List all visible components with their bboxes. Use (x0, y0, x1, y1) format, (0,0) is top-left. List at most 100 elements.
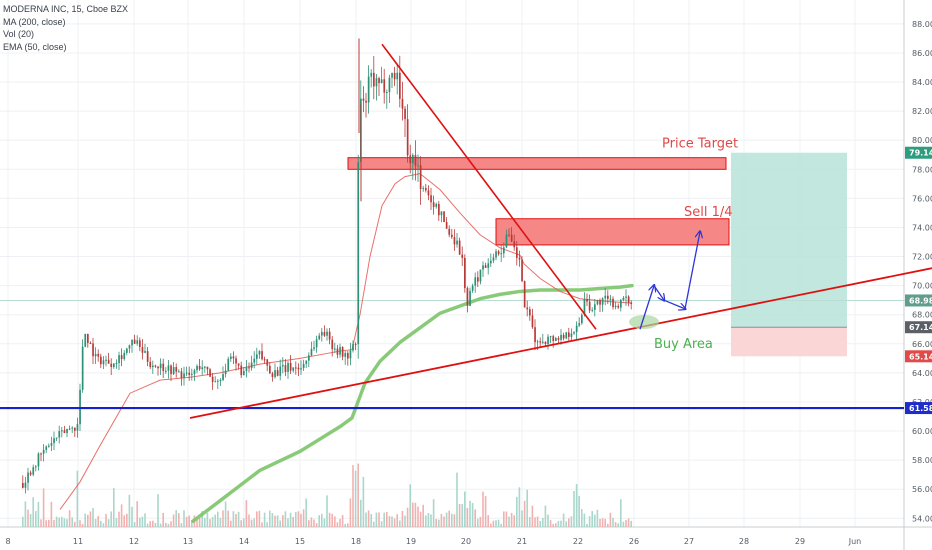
candle-body (497, 251, 500, 255)
volume-bar (139, 517, 141, 527)
legend-vol[interactable]: Vol (20) (3, 29, 35, 39)
volume-bar (474, 509, 476, 527)
volume-bar (102, 523, 105, 527)
candle-body (331, 339, 334, 350)
candle-body (516, 247, 518, 258)
volume-bar (188, 515, 190, 527)
volume-bar (362, 476, 365, 527)
projection-arrow (663, 299, 685, 309)
y-tick-label: 88.00 (912, 20, 932, 29)
candle-body (393, 72, 396, 80)
volume-bar (599, 518, 601, 527)
candle-body (230, 356, 232, 359)
volume-bar (206, 512, 209, 527)
volume-bar (497, 519, 500, 527)
candle-body (302, 363, 305, 369)
volume-bar (583, 513, 586, 527)
candle-body (544, 341, 547, 344)
candle-body (300, 368, 302, 370)
candle-body (89, 343, 92, 345)
volume-bar (92, 508, 94, 527)
candle-body (609, 298, 612, 300)
volume-bar (29, 514, 32, 527)
trade-zones (0, 152, 932, 357)
candle-body (175, 367, 178, 372)
volume-bar (123, 515, 125, 527)
volume-bar (248, 514, 250, 527)
legend-ma[interactable]: MA (200, close) (3, 16, 66, 27)
candle-body (305, 360, 308, 364)
candle-body (35, 466, 37, 468)
price-badge (905, 402, 932, 415)
volume-bar (484, 496, 487, 527)
volume-bar (222, 510, 224, 527)
volume-bar (162, 512, 164, 527)
legend-ema[interactable]: EMA (50, close) (3, 41, 67, 52)
candle-body (383, 79, 386, 93)
candle-body (427, 190, 430, 196)
volume-bar (68, 510, 71, 527)
volume-bar (409, 484, 411, 527)
candle-body (232, 356, 235, 359)
candle-body (479, 269, 482, 282)
y-tick-label: 78.00 (912, 165, 932, 174)
candle-body (42, 449, 45, 454)
trend-drawings (0, 43, 932, 419)
volume-bar (32, 497, 34, 527)
candle-body (248, 367, 250, 369)
volume-bar (191, 520, 193, 527)
text-annotations: Price Target Sell 1/4 Buy Area (654, 136, 738, 352)
candle-body (113, 363, 115, 368)
candle-body (404, 108, 406, 120)
candle-body (71, 427, 74, 429)
volume-bar (318, 515, 320, 527)
volume-bar (279, 520, 281, 527)
candle-body (614, 305, 617, 308)
volume-bar (445, 512, 448, 527)
candle-body (217, 380, 219, 382)
x-tick-label: 26 (629, 537, 639, 546)
candle-body (185, 372, 188, 374)
candle-body (81, 346, 84, 390)
volume-bar (386, 511, 388, 527)
candle-body (79, 389, 81, 425)
volume-bar (240, 520, 242, 527)
volume-bar (266, 522, 268, 527)
candle-body (575, 325, 578, 333)
price-badge (905, 321, 932, 334)
candle-body (503, 247, 505, 254)
volume-bar (432, 499, 435, 527)
y-tick-label: 86.00 (912, 49, 932, 58)
candle-body (76, 424, 79, 431)
candle-body (321, 332, 323, 336)
volume-bar (596, 509, 599, 527)
volume-bar (302, 509, 305, 527)
volume-bar (274, 515, 276, 527)
price-badge-label: 68.98 (909, 296, 932, 305)
volume-bar (391, 516, 393, 527)
y-tick-label: 68.00 (912, 311, 932, 320)
volume-bar (185, 516, 188, 527)
volume-bar (196, 519, 198, 527)
volume-bar (466, 508, 469, 527)
volume-bar (149, 521, 151, 527)
volume-bar (630, 520, 632, 527)
candle-body (630, 302, 633, 305)
candle-body (126, 348, 128, 353)
candle-body (388, 77, 391, 92)
volume-bar (422, 504, 424, 527)
candle-body (74, 427, 76, 431)
volume-bar (349, 498, 352, 527)
candle-body (380, 79, 383, 84)
candle-body (375, 78, 378, 87)
candle-body (63, 430, 66, 433)
candle-body (279, 366, 282, 376)
candle-body (211, 376, 214, 382)
volume-bar (453, 514, 456, 527)
candle-body (594, 304, 596, 310)
annotation-sell: Sell 1/4 (684, 205, 733, 220)
candle-body (555, 338, 557, 341)
candle-body (227, 358, 230, 371)
volume-bars (22, 463, 632, 527)
